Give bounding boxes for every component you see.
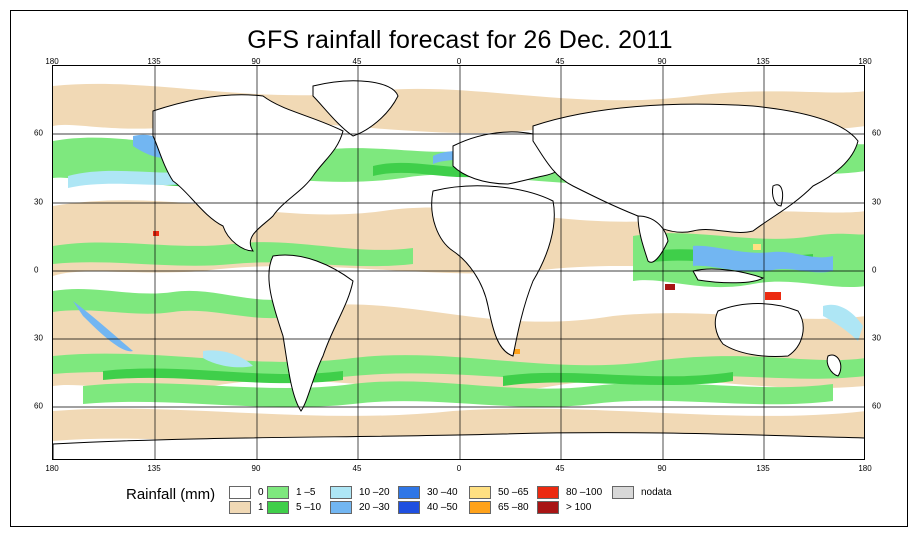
lat-tick-right: 30 <box>872 333 881 343</box>
legend-swatch <box>398 486 420 499</box>
lat-tick-left: 30 <box>34 197 43 207</box>
lat-tick-right: 0 <box>872 265 877 275</box>
lat-tick-right: 60 <box>872 128 881 138</box>
legend-label: 65 –80 <box>498 502 529 513</box>
lon-tick-bottom: 45 <box>555 464 565 473</box>
legend-swatch <box>229 501 251 514</box>
legend-label: 50 –65 <box>498 487 529 498</box>
lat-tick-right: 30 <box>872 197 881 207</box>
legend-label: > 100 <box>566 502 592 513</box>
legend-label: 20 –30 <box>359 502 390 513</box>
lat-tick-left: 0 <box>34 265 39 275</box>
legend-label: 1 –5 <box>296 487 316 498</box>
legend-swatch <box>267 501 289 514</box>
legend-title: Rainfall (mm) <box>126 486 216 503</box>
lon-tick-top: 180 <box>858 57 872 66</box>
map-graphic <box>53 66 864 459</box>
map-title: GFS rainfall forecast for 26 Dec. 2011 <box>247 26 673 54</box>
lon-tick-top: 0 <box>456 57 462 66</box>
lon-tick-bottom: 0 <box>456 464 462 473</box>
legend-swatch <box>469 486 491 499</box>
legend-swatch <box>330 486 352 499</box>
legend-label: 40 –50 <box>427 502 458 513</box>
legend-swatch <box>330 501 352 514</box>
rainfall-map[interactable] <box>52 65 865 460</box>
legend-label: 5 –10 <box>296 502 322 513</box>
lat-tick-right: 60 <box>872 401 881 411</box>
legend-label: 0 <box>258 487 264 498</box>
lat-tick-left: 30 <box>34 333 43 343</box>
legend-swatch <box>612 486 634 499</box>
graticule <box>53 66 864 459</box>
legend-label: 80 –100 <box>566 487 603 498</box>
lon-tick-bottom: 180 <box>858 464 872 473</box>
lon-tick-bottom: 135 <box>147 464 161 473</box>
lon-tick-top: 180 <box>45 57 59 66</box>
legend-swatch <box>537 486 559 499</box>
legend-label: 10 –20 <box>359 487 390 498</box>
lon-tick-bottom: 90 <box>251 464 261 473</box>
figure-frame <box>10 10 908 527</box>
lon-tick-bottom: 90 <box>657 464 667 473</box>
lon-tick-top: 45 <box>352 57 362 66</box>
lon-tick-bottom: 135 <box>756 464 770 473</box>
lon-tick-top: 135 <box>756 57 770 66</box>
lat-tick-left: 60 <box>34 401 43 411</box>
legend-swatch <box>469 501 491 514</box>
lon-tick-top: 90 <box>251 57 261 66</box>
legend-swatch <box>267 486 289 499</box>
legend-swatch <box>229 486 251 499</box>
legend-label: 1 <box>258 502 264 513</box>
legend-label: nodata <box>641 487 672 498</box>
legend-swatch <box>398 501 420 514</box>
legend-label: 30 –40 <box>427 487 458 498</box>
lon-tick-bottom: 180 <box>45 464 59 473</box>
lon-tick-top: 90 <box>657 57 667 66</box>
lat-tick-left: 60 <box>34 128 43 138</box>
lon-tick-top: 135 <box>147 57 161 66</box>
lon-tick-bottom: 45 <box>352 464 362 473</box>
lon-tick-top: 45 <box>555 57 565 66</box>
legend-swatch <box>537 501 559 514</box>
